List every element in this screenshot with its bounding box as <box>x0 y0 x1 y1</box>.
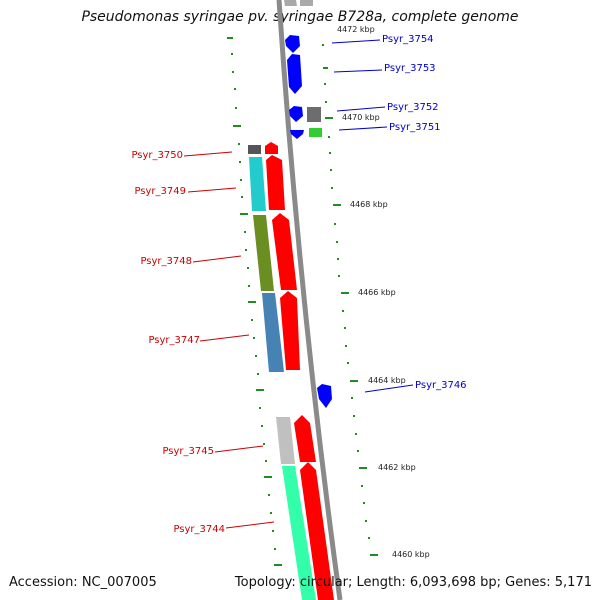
tick-label: 4472 kbp <box>337 25 375 34</box>
gene-feature[interactable] <box>282 466 316 600</box>
gene-feature[interactable] <box>284 0 297 6</box>
gene-feature[interactable] <box>287 54 302 94</box>
gene-label[interactable]: Psyr_3751 <box>389 122 441 133</box>
accession-text: Accession: NC_007005 <box>9 575 157 590</box>
gene-feature[interactable] <box>317 384 332 408</box>
reverse-label-leaders <box>331 39 414 393</box>
gene-label[interactable]: Psyr_3745 <box>162 446 214 457</box>
gene-label[interactable]: Psyr_3744 <box>173 524 225 535</box>
gene-feature[interactable] <box>294 415 316 462</box>
gene-feature[interactable] <box>265 142 278 154</box>
gene-label[interactable]: Psyr_3750 <box>131 150 183 161</box>
tick-label: 4460 kbp <box>392 550 430 559</box>
gene-feature[interactable] <box>276 417 295 464</box>
gene-feature[interactable] <box>300 462 334 600</box>
gene-label[interactable]: Psyr_3752 <box>387 102 439 113</box>
forward-label-leaders <box>183 151 275 529</box>
tick-label: 4466 kbp <box>358 288 396 297</box>
gene-label[interactable]: Psyr_3754 <box>382 34 434 45</box>
gene-feature[interactable] <box>309 128 322 137</box>
gene-label[interactable]: Psyr_3748 <box>140 256 192 267</box>
tick-label: 4462 kbp <box>378 463 416 472</box>
genome-title: Pseudomonas syringae pv. syringae B728a,… <box>81 9 519 25</box>
gene-label[interactable]: Psyr_3749 <box>134 186 186 197</box>
genome-summary-text: Topology: circular; Length: 6,093,698 bp… <box>234 575 592 590</box>
ruler-dotted-arc <box>322 44 378 556</box>
reverse-strand-features <box>284 0 332 408</box>
gene-label[interactable]: Psyr_3753 <box>384 63 436 74</box>
gene-feature[interactable] <box>289 106 303 122</box>
tick-label: 4468 kbp <box>350 200 388 209</box>
gene-feature[interactable] <box>300 0 313 6</box>
tick-label: 4464 kbp <box>368 376 406 385</box>
forward-strand-features <box>248 142 334 600</box>
gene-label[interactable]: Psyr_3747 <box>148 335 200 346</box>
gene-feature[interactable] <box>248 145 261 154</box>
gene-feature[interactable] <box>290 130 304 139</box>
gene-feature[interactable] <box>266 155 285 210</box>
gene-label[interactable]: Psyr_3746 <box>415 380 467 391</box>
genome-backbone <box>276 0 343 600</box>
gene-feature[interactable] <box>249 157 266 211</box>
gene-feature[interactable] <box>285 35 300 53</box>
gene-feature[interactable] <box>262 293 284 372</box>
tick-label: 4470 kbp <box>342 113 380 122</box>
gene-feature[interactable] <box>307 107 321 122</box>
gene-feature[interactable] <box>272 213 297 290</box>
outer-dotted-arc <box>227 37 282 566</box>
gene-feature[interactable] <box>280 291 300 370</box>
gene-feature[interactable] <box>253 215 274 291</box>
